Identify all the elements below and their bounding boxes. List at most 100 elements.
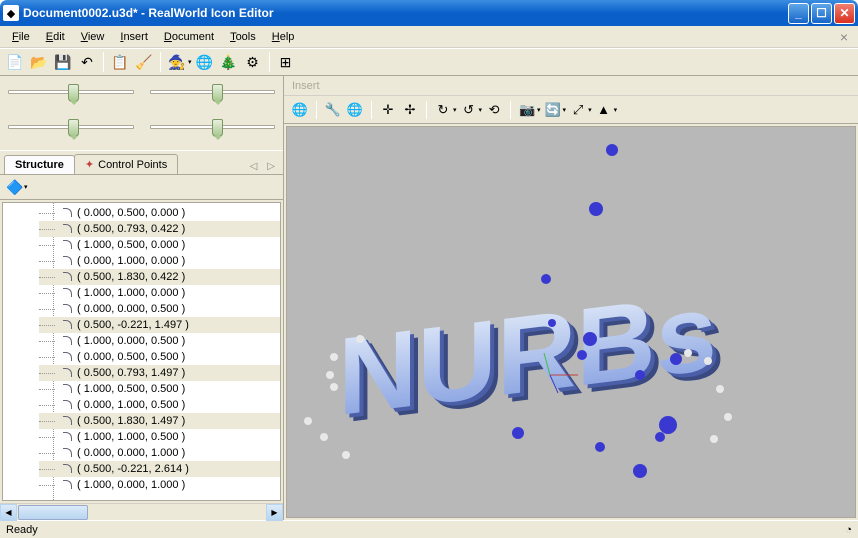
home-button[interactable]: ⤢ (568, 100, 588, 120)
separator (371, 101, 372, 119)
grid-button[interactable]: ⊞ (275, 51, 297, 73)
rotate-x-button[interactable]: ↻ (433, 100, 453, 120)
dropdown-arrow[interactable]: ▾ (188, 58, 192, 66)
tab-structure[interactable]: Structure (4, 155, 75, 174)
slider-3[interactable] (146, 115, 280, 143)
window-title: Document0002.u3d* - RealWorld Icon Edito… (23, 6, 788, 20)
structure-tree[interactable]: ( 0.000, 0.500, 0.000 ) ( 0.500, 0.793, 0… (2, 202, 281, 501)
tab-next-button[interactable]: ▷ (263, 159, 279, 174)
undo-button[interactable]: ↶ (76, 51, 98, 73)
wrench-button[interactable]: 🔧 (323, 100, 343, 120)
status-text: Ready (6, 524, 38, 536)
tree-button[interactable]: 🎄 (218, 51, 240, 73)
tree-row[interactable]: ( 1.000, 0.500, 0.000 ) (39, 237, 280, 253)
tree-row[interactable]: ( 0.000, 0.000, 1.000 ) (39, 445, 280, 461)
curve-icon (61, 462, 75, 476)
menu-file[interactable]: File (4, 29, 38, 45)
tree-row[interactable]: ( 0.000, 0.000, 0.500 ) (39, 301, 280, 317)
tree-row[interactable]: ( 0.000, 0.500, 0.000 ) (39, 205, 280, 221)
h-scrollbar[interactable]: ◀ ▶ (0, 503, 283, 520)
paste-button[interactable]: 🧹 (133, 51, 155, 73)
point-label: ( 0.000, 0.500, 0.000 ) (77, 207, 185, 219)
dropdown-arrow[interactable]: ▾ (537, 106, 541, 114)
slider-1[interactable] (146, 80, 280, 108)
rotate-z-button[interactable]: ⟲ (484, 100, 504, 120)
separator (426, 101, 427, 119)
tab-prev-button[interactable]: ◁ (246, 159, 262, 174)
tab-control-points[interactable]: ✦ Control Points (74, 154, 178, 174)
scroll-thumb[interactable] (18, 505, 88, 520)
new-button[interactable]: 📄 (4, 51, 26, 73)
axis1-button[interactable]: ✛ (378, 100, 398, 120)
tree-row[interactable]: ( 0.500, 0.793, 1.497 ) (39, 365, 280, 381)
slider-2[interactable] (4, 115, 138, 143)
doc-close-button[interactable]: × (834, 29, 854, 45)
gear-button[interactable]: ⚙ (242, 51, 264, 73)
main-area: Structure ✦ Control Points ◁ ▷ 🔷 ▾ ( 0.0… (0, 76, 858, 520)
close-button[interactable]: ✕ (834, 3, 855, 24)
shape-button[interactable]: 🔷 (4, 176, 26, 198)
tree-row[interactable]: ( 0.500, 1.830, 1.497 ) (39, 413, 280, 429)
viewport-3d[interactable]: NURBs NURBs NURBs (286, 126, 856, 518)
tree-row[interactable]: ( 0.500, 0.793, 0.422 ) (39, 221, 280, 237)
minimize-button[interactable]: _ (788, 3, 809, 24)
tab-label: Control Points (98, 159, 167, 171)
menu-help[interactable]: Help (264, 29, 303, 45)
dropdown-arrow[interactable]: ▾ (453, 106, 457, 114)
tree-row[interactable]: ( 0.000, 1.000, 0.000 ) (39, 253, 280, 269)
tree-row[interactable]: ( 0.500, -0.221, 1.497 ) (39, 317, 280, 333)
rotate-button[interactable]: 🔄 (543, 100, 563, 120)
scroll-left-button[interactable]: ◀ (0, 504, 17, 521)
globe-button[interactable]: 🌐 (194, 51, 216, 73)
dropdown-arrow[interactable]: ▾ (588, 106, 592, 114)
dropdown-arrow[interactable]: ▾ (479, 106, 483, 114)
dropdown-arrow[interactable]: ▾ (24, 183, 28, 191)
left-panel: Structure ✦ Control Points ◁ ▷ 🔷 ▾ ( 0.0… (0, 76, 284, 520)
axis2-button[interactable]: ✢ (400, 100, 420, 120)
fit-button[interactable]: ▲ (594, 100, 614, 120)
tree-row[interactable]: ( 1.000, 0.000, 1.000 ) (39, 477, 280, 493)
window-buttons: _ ☐ ✕ (788, 3, 855, 24)
curve-icon (61, 414, 75, 428)
menu-view[interactable]: View (73, 29, 113, 45)
rotate-y-button[interactable]: ↺ (459, 100, 479, 120)
menu-insert[interactable]: Insert (112, 29, 156, 45)
separator (269, 52, 270, 72)
tree-row[interactable]: ( 1.000, 1.000, 0.500 ) (39, 429, 280, 445)
menu-edit[interactable]: Edit (38, 29, 73, 45)
tree-row[interactable]: ( 1.000, 0.000, 0.500 ) (39, 333, 280, 349)
menu-tools[interactable]: Tools (222, 29, 264, 45)
tree-row[interactable]: ( 0.500, 1.830, 0.422 ) (39, 269, 280, 285)
tree-row[interactable]: ( 1.000, 0.500, 0.500 ) (39, 381, 280, 397)
wizard-button[interactable]: 🧙 (166, 51, 188, 73)
dropdown-arrow[interactable]: ▾ (614, 106, 618, 114)
curve-icon (61, 446, 75, 460)
tree-row[interactable]: ( 0.000, 1.000, 0.500 ) (39, 397, 280, 413)
curve-icon (61, 366, 75, 380)
curve-icon (61, 206, 75, 220)
slider-0[interactable] (4, 80, 138, 108)
point-label: ( 0.500, 0.793, 0.422 ) (77, 223, 185, 235)
titlebar[interactable]: ◆ Document0002.u3d* - RealWorld Icon Edi… (0, 0, 858, 26)
curve-icon (61, 382, 75, 396)
dropdown-arrow[interactable]: ▾ (563, 106, 567, 114)
axis-icon: ✦ (85, 158, 94, 171)
tree-row[interactable]: ( 0.000, 0.500, 0.500 ) (39, 349, 280, 365)
status-grip: ◔ (845, 524, 852, 536)
copy-button[interactable]: 📋 (109, 51, 131, 73)
save-button[interactable]: 💾 (52, 51, 74, 73)
point-label: ( 1.000, 1.000, 0.500 ) (77, 431, 185, 443)
sliders-panel (0, 76, 283, 150)
maximize-button[interactable]: ☐ (811, 3, 832, 24)
open-button[interactable]: 📂 (28, 51, 50, 73)
status-icon: ◔ (845, 524, 852, 536)
menu-document[interactable]: Document (156, 29, 222, 45)
scroll-right-button[interactable]: ▶ (266, 504, 283, 521)
camera-button[interactable]: 📷 (517, 100, 537, 120)
point-label: ( 1.000, 0.000, 0.500 ) (77, 335, 185, 347)
tree-row[interactable]: ( 1.000, 1.000, 0.000 ) (39, 285, 280, 301)
globe-button[interactable]: 🌐 (345, 100, 365, 120)
globe2-button[interactable]: 🌐 (290, 100, 310, 120)
tree-row[interactable]: ( 0.500, -0.221, 2.614 ) (39, 461, 280, 477)
point-label: ( 0.500, -0.221, 1.497 ) (77, 319, 189, 331)
